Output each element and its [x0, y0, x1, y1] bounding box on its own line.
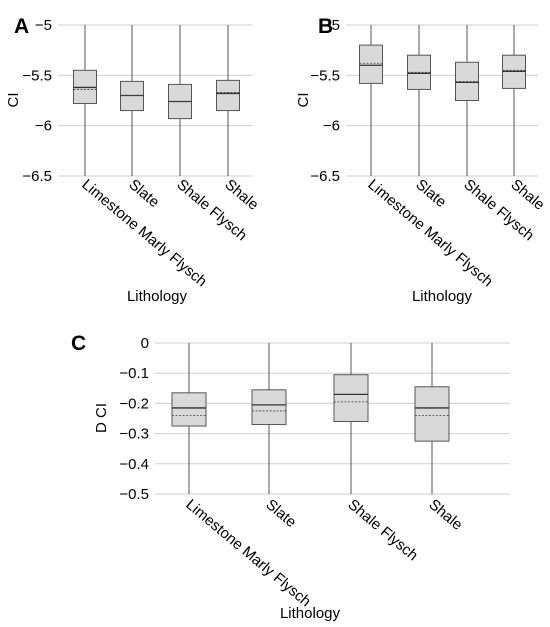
box-1 — [73, 25, 97, 176]
x-tick-label: Slate — [262, 496, 299, 531]
box-1 — [171, 343, 207, 494]
y-tick-label: −6 — [323, 118, 340, 135]
y-tick-label: −0.2 — [119, 395, 149, 412]
x-axis-label: Lithology — [280, 605, 341, 622]
y-tick-label: −6.5 — [22, 168, 52, 185]
y-tick-label: 0 — [141, 335, 149, 352]
x-tick-label: Shale — [507, 176, 547, 214]
panel-label: A — [14, 15, 29, 38]
y-axis-label: D CI — [93, 403, 110, 433]
box-3 — [168, 25, 192, 176]
y-tick-label: −0.5 — [119, 486, 149, 503]
y-tick-label: −0.4 — [119, 456, 149, 473]
box-2 — [407, 25, 431, 176]
box-4 — [216, 25, 240, 176]
x-tick-label: Slate — [412, 176, 449, 211]
y-tick-label: −5 — [35, 17, 52, 34]
y-tick-label: −0.1 — [119, 365, 149, 382]
y-tick-label: −0.3 — [119, 426, 149, 443]
box-2 — [120, 25, 144, 176]
y-tick-label: −6 — [35, 118, 52, 135]
box-body — [251, 389, 287, 426]
y-tick-label: −5 — [323, 17, 340, 34]
box-body — [359, 44, 383, 84]
x-axis-label: Lithology — [412, 288, 473, 305]
y-tick-label: −5.5 — [310, 67, 340, 84]
box-body — [333, 374, 369, 423]
box-3 — [455, 25, 479, 176]
panel-label: B — [318, 15, 333, 38]
panel-label: C — [71, 332, 86, 355]
box-body — [216, 79, 240, 112]
x-tick-label: Slate — [125, 176, 162, 211]
box-body — [171, 392, 207, 427]
x-tick-label: Shale Flysch — [344, 496, 421, 564]
y-tick-label: −6.5 — [310, 168, 340, 185]
box-4 — [414, 343, 450, 494]
box-4 — [502, 25, 526, 176]
y-axis-label: CI — [295, 93, 312, 108]
y-axis-label: CI — [5, 93, 22, 108]
y-tick-label: −5.5 — [22, 67, 52, 84]
box-2 — [251, 343, 287, 494]
box-3 — [333, 343, 369, 494]
x-tick-label: Shale — [221, 176, 261, 214]
box-body — [414, 386, 450, 442]
box-1 — [359, 25, 383, 176]
x-axis-label: Lithology — [127, 288, 188, 305]
x-tick-label: Shale — [425, 496, 465, 534]
